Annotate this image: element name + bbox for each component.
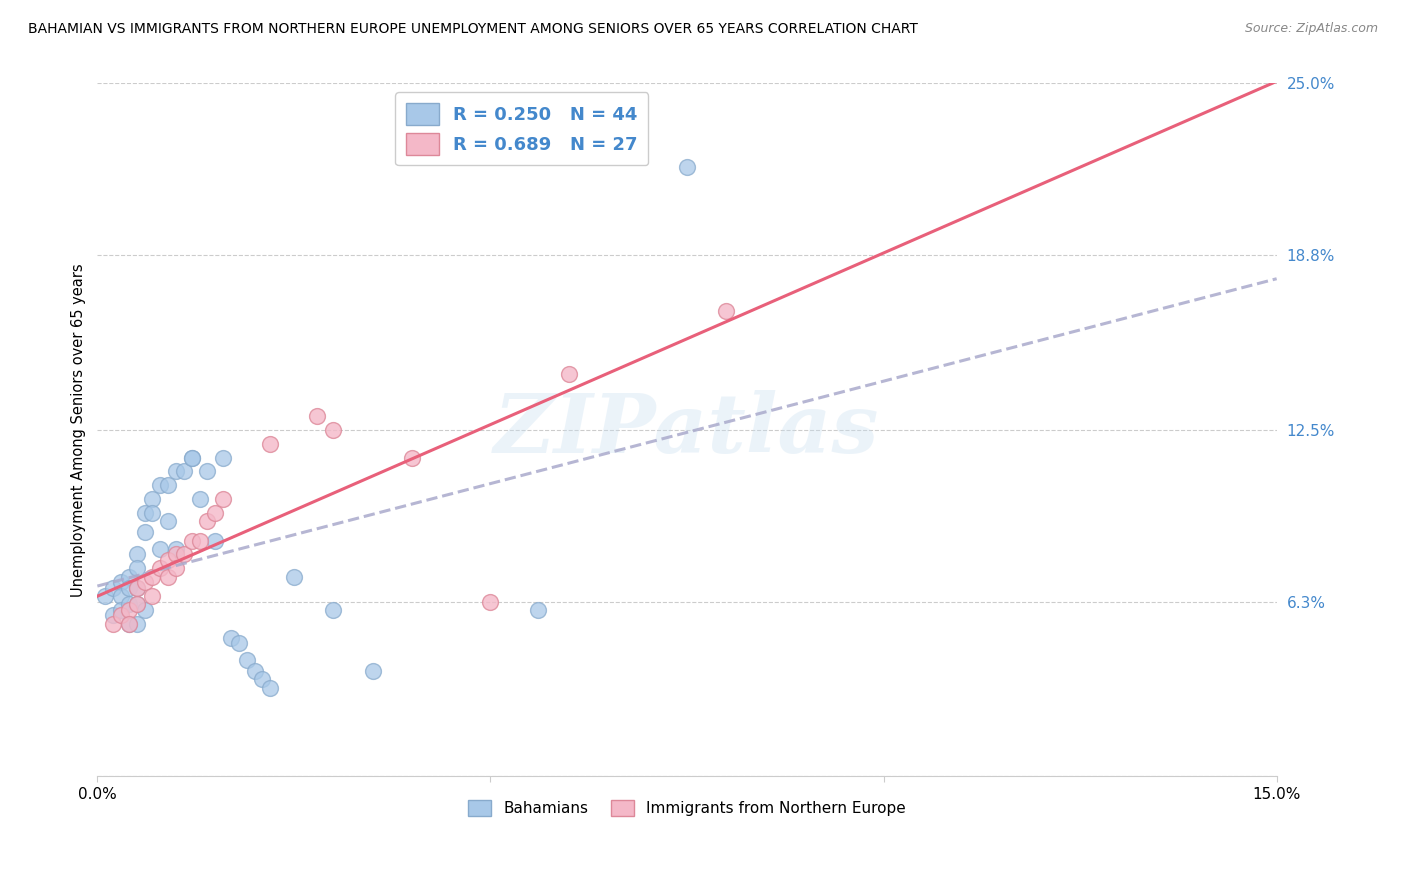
- Point: [110, 608, 132, 623]
- Point: [134, 575, 156, 590]
- Text: ZIPatlas: ZIPatlas: [495, 390, 880, 470]
- Point: [118, 616, 141, 631]
- Legend: Bahamians, Immigrants from Northern Europe: Bahamians, Immigrants from Northern Euro…: [460, 793, 914, 824]
- Point: [101, 616, 124, 631]
- Y-axis label: Unemployment Among Seniors over 65 years: Unemployment Among Seniors over 65 years: [72, 263, 86, 597]
- Point: [361, 664, 384, 678]
- Point: [157, 478, 180, 492]
- Point: [188, 492, 211, 507]
- Point: [165, 464, 187, 478]
- Point: [180, 450, 202, 465]
- Point: [307, 409, 329, 423]
- Point: [101, 608, 124, 623]
- Point: [219, 631, 242, 645]
- Point: [212, 492, 235, 507]
- Point: [110, 603, 132, 617]
- Point: [180, 533, 202, 548]
- Point: [204, 506, 226, 520]
- Point: [149, 478, 172, 492]
- Text: BAHAMIAN VS IMMIGRANTS FROM NORTHERN EUROPE UNEMPLOYMENT AMONG SENIORS OVER 65 Y: BAHAMIAN VS IMMIGRANTS FROM NORTHERN EUR…: [28, 22, 918, 37]
- Point: [125, 598, 148, 612]
- Point: [118, 616, 141, 631]
- Point: [212, 450, 235, 465]
- Point: [526, 603, 548, 617]
- Point: [165, 548, 187, 562]
- Point: [188, 533, 211, 548]
- Point: [676, 160, 699, 174]
- Point: [259, 436, 281, 450]
- Point: [197, 514, 219, 528]
- Point: [235, 653, 257, 667]
- Point: [716, 303, 738, 318]
- Point: [479, 594, 502, 608]
- Point: [141, 589, 163, 603]
- Point: [149, 541, 172, 556]
- Point: [173, 548, 195, 562]
- Point: [558, 368, 581, 382]
- Point: [401, 450, 423, 465]
- Point: [173, 464, 195, 478]
- Point: [197, 464, 219, 478]
- Point: [252, 672, 274, 686]
- Point: [322, 603, 344, 617]
- Point: [125, 561, 148, 575]
- Point: [157, 514, 180, 528]
- Point: [141, 569, 163, 583]
- Point: [125, 581, 148, 595]
- Point: [125, 581, 148, 595]
- Point: [94, 589, 117, 603]
- Point: [204, 533, 226, 548]
- Point: [118, 598, 141, 612]
- Point: [141, 506, 163, 520]
- Point: [157, 569, 180, 583]
- Point: [165, 541, 187, 556]
- Point: [118, 581, 141, 595]
- Point: [259, 681, 281, 695]
- Point: [134, 603, 156, 617]
- Point: [110, 575, 132, 590]
- Point: [165, 561, 187, 575]
- Point: [125, 598, 148, 612]
- Point: [180, 450, 202, 465]
- Point: [134, 525, 156, 540]
- Text: Source: ZipAtlas.com: Source: ZipAtlas.com: [1244, 22, 1378, 36]
- Point: [125, 548, 148, 562]
- Point: [141, 492, 163, 507]
- Point: [149, 561, 172, 575]
- Point: [157, 553, 180, 567]
- Point: [283, 569, 305, 583]
- Point: [322, 423, 344, 437]
- Point: [110, 589, 132, 603]
- Point: [118, 569, 141, 583]
- Point: [101, 581, 124, 595]
- Point: [134, 506, 156, 520]
- Point: [228, 636, 250, 650]
- Point: [125, 616, 148, 631]
- Point: [243, 664, 266, 678]
- Point: [118, 603, 141, 617]
